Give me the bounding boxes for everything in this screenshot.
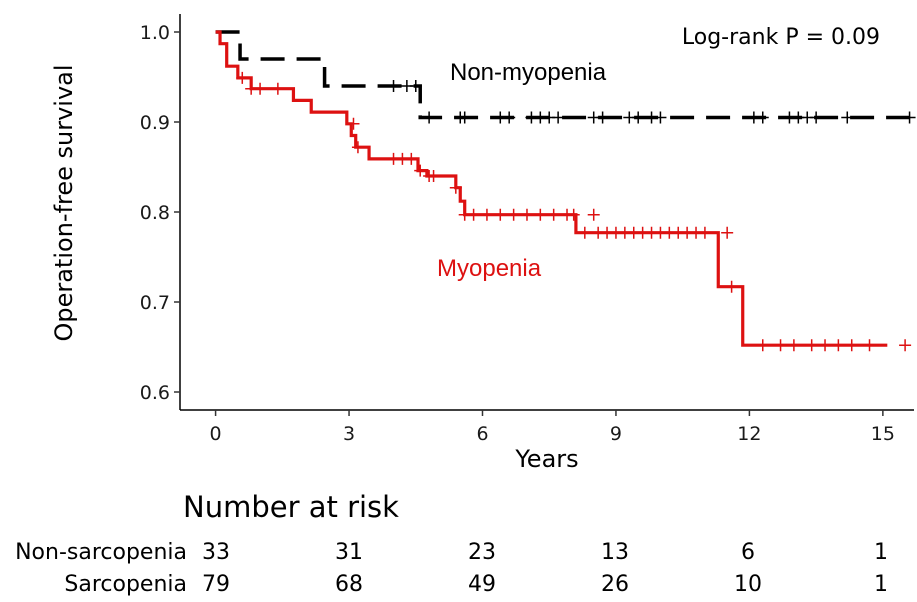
censor-mark-non-myopenia <box>552 111 565 124</box>
censor-mark-non-myopenia <box>654 111 667 124</box>
series-label-non-myopenia: Non-myopenia <box>450 59 607 86</box>
x-tick-label: 9 <box>610 423 622 445</box>
censor-mark-myopenia <box>774 339 787 352</box>
censor-mark-myopenia <box>899 339 912 352</box>
censor-mark-myopenia <box>587 208 600 221</box>
censor-mark-myopenia <box>236 71 249 84</box>
censor-mark-myopenia <box>725 280 738 293</box>
censor-mark-non-myopenia <box>409 80 422 92</box>
x-axis-title: Years <box>514 445 578 473</box>
censor-mark-myopenia <box>819 339 832 352</box>
risk-value: 33 <box>202 540 230 565</box>
censor-mark-non-myopenia <box>387 80 400 92</box>
logrank-annotation: Log-rank P = 0.09 <box>682 25 880 50</box>
censor-mark-non-myopenia <box>596 111 609 124</box>
y-tick-label: 1.0 <box>140 22 170 44</box>
censor-mark-non-myopenia <box>756 111 769 124</box>
censor-mark-myopenia <box>351 141 364 154</box>
x-tick-label: 3 <box>343 423 355 445</box>
censor-mark-myopenia <box>534 208 547 221</box>
censor-mark-myopenia <box>845 339 858 352</box>
censor-mark-myopenia <box>414 164 427 177</box>
risk-value: 68 <box>335 572 363 597</box>
censor-mark-myopenia <box>863 339 876 352</box>
risk-value: 10 <box>734 572 762 597</box>
censor-mark-myopenia <box>427 170 440 182</box>
censor-mark-myopenia <box>698 226 711 239</box>
censor-mark-non-myopenia <box>503 111 516 124</box>
censor-mark-myopenia <box>578 226 591 239</box>
censor-mark-myopenia <box>480 208 493 221</box>
censor-mark-myopenia <box>520 208 533 221</box>
censor-mark-myopenia <box>787 339 800 352</box>
km-survival-chart: 0 3 6 9 12 15 0.6 0.7 0.8 0.9 1.0 Log-rank P = 0.0… <box>50 14 916 473</box>
censor-mark-myopenia <box>347 117 360 130</box>
y-axis-title: Operation-free survival <box>50 64 78 341</box>
censor-mark-myopenia <box>805 339 818 352</box>
censor-mark-myopenia <box>721 226 734 239</box>
x-tick-label: 15 <box>871 423 895 445</box>
censor-mark-non-myopenia <box>423 111 436 124</box>
censor-mark-myopenia <box>507 208 520 221</box>
censor-mark-myopenia <box>832 339 845 352</box>
risk-value: 49 <box>468 572 496 597</box>
censor-mark-myopenia <box>756 339 769 352</box>
censor-mark-non-myopenia <box>810 111 823 124</box>
censor-mark-myopenia <box>271 82 284 95</box>
x-tick-label: 0 <box>210 423 222 445</box>
y-tick-label: 0.8 <box>140 202 170 224</box>
censor-mark-myopenia <box>254 82 267 95</box>
x-tick-label: 6 <box>476 423 488 445</box>
y-tick-label: 0.9 <box>140 112 170 134</box>
y-tick-label: 0.6 <box>140 382 170 404</box>
risk-value: 79 <box>202 572 230 597</box>
y-tick-label: 0.7 <box>140 292 170 314</box>
risk-value: 1 <box>874 572 888 597</box>
censor-mark-myopenia <box>449 181 462 194</box>
risk-value: 13 <box>601 540 629 565</box>
series-line-non-myopenia <box>215 30 914 120</box>
risk-row-label: Non-sarcopenia <box>15 540 187 565</box>
risk-row-non-sarcopenia: Non-sarcopenia 33 31 23 13 6 1 <box>0 540 917 570</box>
risk-value: 6 <box>741 540 755 565</box>
risk-row-sarcopenia: Sarcopenia 79 68 49 26 10 1 <box>0 572 917 602</box>
censor-mark-myopenia <box>547 208 560 221</box>
censor-mark-myopenia <box>405 152 418 165</box>
censor-mark-non-myopenia <box>841 111 854 124</box>
risk-value: 31 <box>335 540 363 565</box>
censor-layer <box>236 71 916 352</box>
censor-mark-non-myopenia <box>458 111 471 124</box>
risk-row-label: Sarcopenia <box>64 572 187 597</box>
axes: 0 3 6 9 12 15 0.6 0.7 0.8 0.9 1.0 <box>140 14 914 445</box>
censor-mark-myopenia <box>567 208 580 221</box>
censor-mark-myopenia <box>467 208 480 221</box>
x-tick-label: 12 <box>737 423 761 445</box>
series-label-myopenia: Myopenia <box>437 255 542 282</box>
censor-mark-myopenia <box>494 208 507 221</box>
censor-mark-non-myopenia <box>903 111 916 124</box>
risk-value: 23 <box>468 540 496 565</box>
risk-value: 1 <box>874 540 888 565</box>
risk-table-title: Number at risk <box>183 490 399 524</box>
risk-value: 26 <box>601 572 629 597</box>
censor-mark-non-myopenia <box>632 111 645 124</box>
